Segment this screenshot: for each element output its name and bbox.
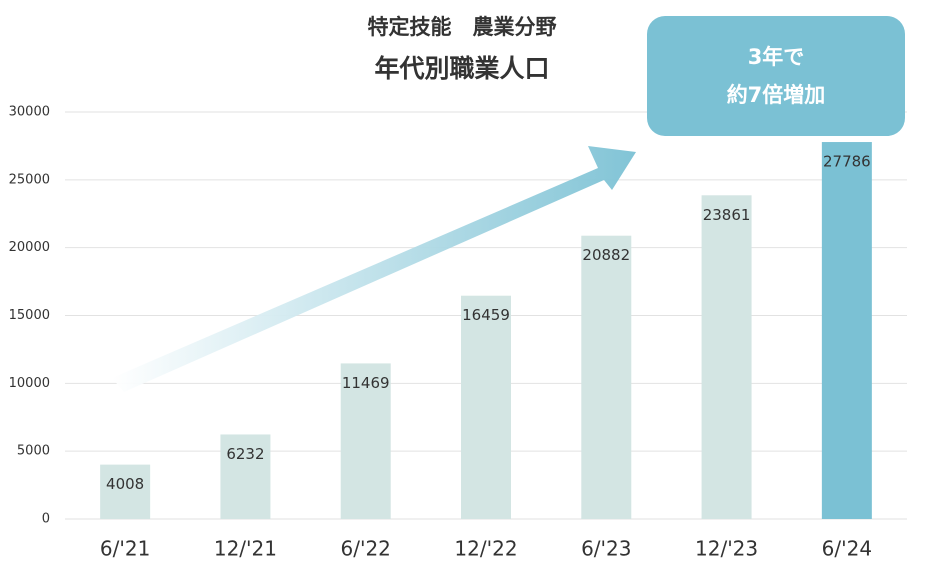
data-label: 11469 (342, 374, 390, 392)
data-label: 20882 (582, 246, 630, 264)
y-tick-label: 30000 (9, 105, 50, 120)
y-tick-label: 5000 (17, 444, 50, 459)
x-tick-label: 12/'23 (695, 537, 758, 561)
data-label: 6232 (226, 445, 264, 463)
trend-arrow (112, 146, 636, 392)
bar (821, 142, 872, 519)
annotation: 約7倍増加 (727, 83, 826, 107)
x-tick-label: 6/'22 (341, 537, 391, 561)
x-tick-label: 6/'24 (822, 537, 872, 561)
y-tick-label: 15000 (9, 308, 50, 323)
bar (701, 195, 752, 519)
data-label: 16459 (462, 306, 510, 324)
x-tick-label: 6/'23 (581, 537, 631, 561)
bar (220, 434, 271, 519)
data-label: 23861 (703, 206, 751, 224)
x-tick-label: 6/'21 (100, 537, 150, 561)
annotation-box (647, 16, 905, 136)
bar (461, 295, 511, 519)
x-tick-label: 12/'22 (454, 537, 517, 561)
bar (100, 464, 151, 519)
data-label: 27786 (823, 153, 871, 171)
y-tick-label: 25000 (9, 172, 50, 187)
data-label: 4008 (106, 475, 144, 493)
annotation: 3年で (748, 45, 805, 69)
bar (581, 235, 632, 519)
chart-subtitle: 特定技能 農業分野 (368, 15, 557, 39)
chart-title: 年代別職業人口 (374, 54, 549, 83)
bar (340, 363, 391, 519)
y-tick-label: 10000 (9, 376, 50, 391)
y-tick-label: 0 (42, 512, 50, 527)
y-tick-label: 20000 (9, 240, 50, 255)
x-tick-label: 12/'21 (214, 537, 277, 561)
